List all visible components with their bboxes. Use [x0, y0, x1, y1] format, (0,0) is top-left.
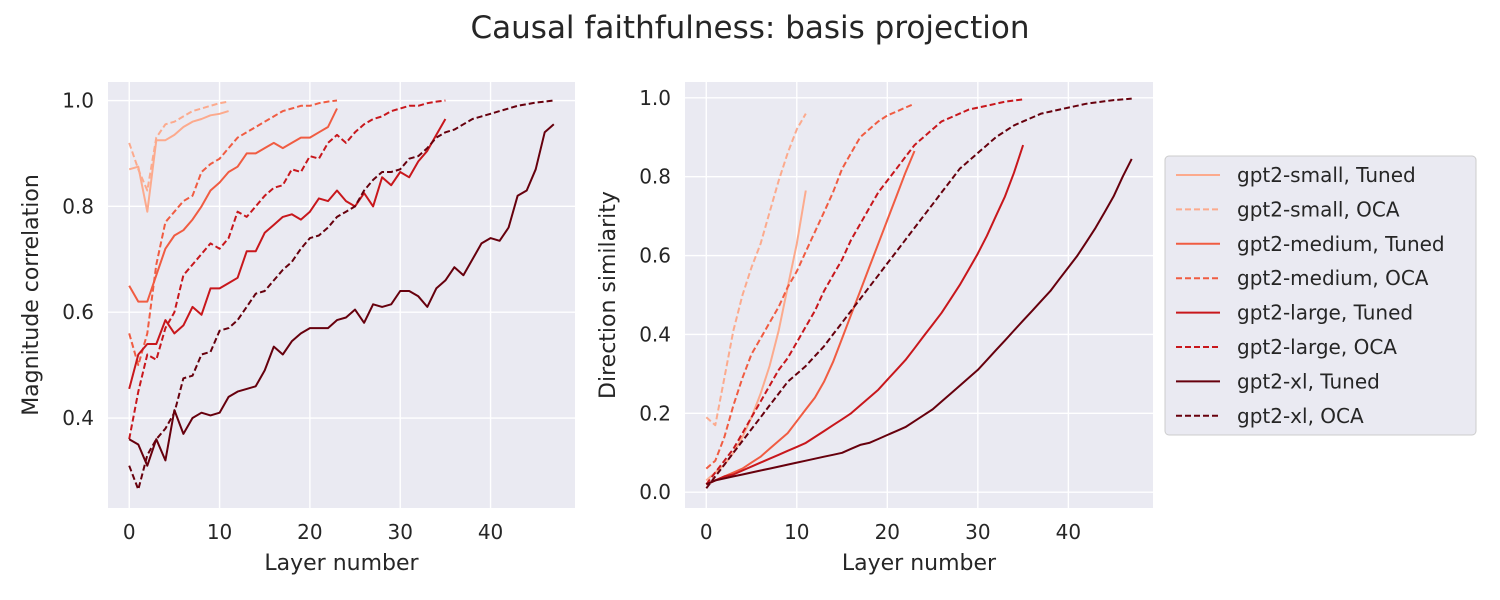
magnitude-correlation-panel: 0 10 20 30 40 0.4 0.6 0.8 1.0 Layer number Magnitu…: [19, 82, 575, 576]
x-tick-label: 10: [207, 520, 232, 544]
x-tick-label: 0: [123, 520, 136, 544]
series-line-gpt2-small-oca: [705, 113, 807, 427]
legend: gpt2-small, Tuned gpt2-small, OCA gpt2-med…: [1164, 155, 1477, 436]
series-line-gpt2-small-tuned: [128, 110, 229, 213]
legend-label-gpt2-small-tuned: gpt2-small, Tuned: [1237, 163, 1416, 187]
x-tick-label: 20: [875, 520, 900, 544]
y-tick-label: 0.8: [62, 194, 94, 218]
x-tick-label: 20: [297, 520, 322, 544]
series-line-gpt2-xl-tuned: [705, 158, 1133, 486]
series-line-gpt2-large-tuned: [128, 118, 447, 390]
legend-label-gpt2-medium-tuned: gpt2-medium, Tuned: [1237, 232, 1445, 256]
series-line-gpt2-medium-tuned: [705, 150, 916, 486]
y-tick-label: 1.0: [62, 89, 94, 113]
series-line-gpt2-medium-oca: [128, 99, 338, 367]
figure-title: Causal faithfulness: basis projection: [471, 10, 1030, 46]
series-line-gpt2-xl-oca: [705, 97, 1132, 489]
plot-area: [685, 82, 1153, 508]
y-axis-label: Magnitude correlation: [19, 174, 44, 416]
series-line-gpt2-large-tuned: [705, 144, 1025, 486]
x-tick-label: 10: [784, 520, 809, 544]
legend-label-gpt2-small-oca: gpt2-small, OCA: [1237, 197, 1400, 221]
y-tick-label: 0.0: [639, 480, 671, 504]
series-line-gpt2-xl-tuned: [128, 123, 555, 467]
x-tick-label: 30: [387, 520, 412, 544]
x-tick-label: 0: [700, 520, 713, 544]
legend-label-gpt2-large-tuned: gpt2-large, Tuned: [1237, 301, 1413, 325]
x-axis-label: Layer number: [842, 551, 997, 576]
legend-label-gpt2-xl-tuned: gpt2-xl, Tuned: [1237, 369, 1380, 393]
x-axis-label: Layer number: [264, 551, 419, 576]
y-axis-label: Direction similarity: [596, 191, 621, 399]
legend-frame: [1164, 155, 1477, 436]
x-tick-label: 40: [1056, 520, 1081, 544]
series-line-gpt2-medium-tuned: [128, 108, 338, 303]
legend-label-gpt2-medium-oca: gpt2-medium, OCA: [1237, 266, 1429, 290]
series-line-gpt2-large-oca: [128, 99, 446, 440]
series-line-gpt2-xl-oca: [128, 99, 554, 491]
y-tick-label: 0.6: [62, 300, 94, 324]
series-line-gpt2-small-oca: [128, 100, 229, 192]
y-tick-label: 0.6: [639, 244, 671, 268]
x-tick-label: 30: [965, 520, 990, 544]
legend-label-gpt2-large-oca: gpt2-large, OCA: [1237, 335, 1397, 359]
y-tick-label: 0.2: [639, 401, 671, 425]
direction-similarity-panel: 0 10 20 30 40 0.0 0.2 0.4 0.6 0.8 1.0 Layer number D…: [596, 82, 1153, 576]
plot-area: [108, 82, 575, 508]
y-tick-label: 1.0: [639, 86, 671, 110]
legend-label-gpt2-xl-oca: gpt2-xl, OCA: [1237, 404, 1364, 428]
y-tick-label: 0.4: [62, 406, 94, 430]
x-tick-label: 40: [478, 520, 503, 544]
y-tick-label: 0.8: [639, 165, 671, 189]
y-tick-label: 0.4: [639, 322, 671, 346]
series-line-gpt2-medium-oca: [705, 102, 915, 470]
